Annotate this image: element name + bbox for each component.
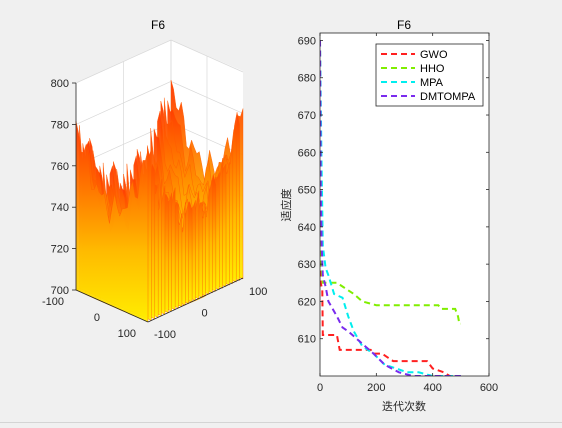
plot-border	[319, 32, 490, 377]
y-tick-label: 670	[298, 110, 316, 122]
x-tick-label: -100	[42, 296, 64, 308]
x-tick-label: 200	[367, 382, 385, 394]
legend-label: HHO	[420, 63, 445, 75]
surface-axes: 700 720 740 760 780 800 -100 0 100 -100 0 100 F6	[42, 18, 267, 341]
y-tick-label: 100	[249, 286, 267, 298]
z-tick-label: 760	[51, 161, 69, 173]
z-tick-label: 720	[51, 244, 69, 256]
x-tick-label: 600	[480, 382, 498, 394]
legend: GWO HHO MPA DMTOMPA	[375, 43, 484, 107]
x-tick-label: 400	[423, 382, 441, 394]
y-axis-line	[147, 277, 244, 323]
convergence-axes: 0 200 400 600 610 620 630 640 650 660 670 680 690 F6…	[279, 18, 498, 413]
surface-title: F6	[151, 18, 165, 32]
y-tick-label: 690	[298, 35, 316, 47]
y-tick-label: 620	[298, 296, 316, 308]
y-axis-label: 适应度	[279, 189, 293, 222]
z-tick-label: 780	[51, 119, 69, 131]
convergence-ticks: 0 200 400 600 610 620 630 640 650 660 670 680 690	[298, 33, 498, 394]
y-tick-label: 660	[298, 147, 316, 159]
y-tick-label: 630	[298, 259, 316, 271]
series-lines	[320, 40, 461, 376]
legend-label: GWO	[420, 49, 448, 61]
y-tick-label: 610	[298, 334, 316, 346]
z-tick-label: 700	[51, 285, 69, 297]
legend-label: DMTOMPA	[420, 91, 476, 103]
convergence-title: F6	[397, 18, 411, 32]
y-tick-label: 0	[202, 308, 208, 320]
z-tick-label: 800	[51, 78, 69, 90]
y-tick-label: 680	[298, 73, 316, 85]
z-tick-label: 740	[51, 202, 69, 214]
series-line-dmtompa	[320, 40, 461, 376]
legend-label: MPA	[420, 77, 444, 89]
series-line-mpa	[320, 40, 461, 376]
surface-mesh	[75, 80, 244, 323]
x-axis-label: 迭代次数	[382, 399, 426, 413]
series-line-gwo	[320, 40, 461, 376]
x-axis-line	[75, 289, 149, 323]
surface-ticks: 700 720 740 760 780 800 -100 0 100 -100 0 100	[42, 78, 267, 341]
y-tick-label: 640	[298, 222, 316, 234]
x-tick-label: 0	[317, 382, 323, 394]
y-tick-label: 650	[298, 185, 316, 197]
x-tick-label: 0	[94, 312, 100, 324]
x-tick-label: 100	[118, 328, 136, 340]
y-tick-label: -100	[154, 329, 176, 341]
